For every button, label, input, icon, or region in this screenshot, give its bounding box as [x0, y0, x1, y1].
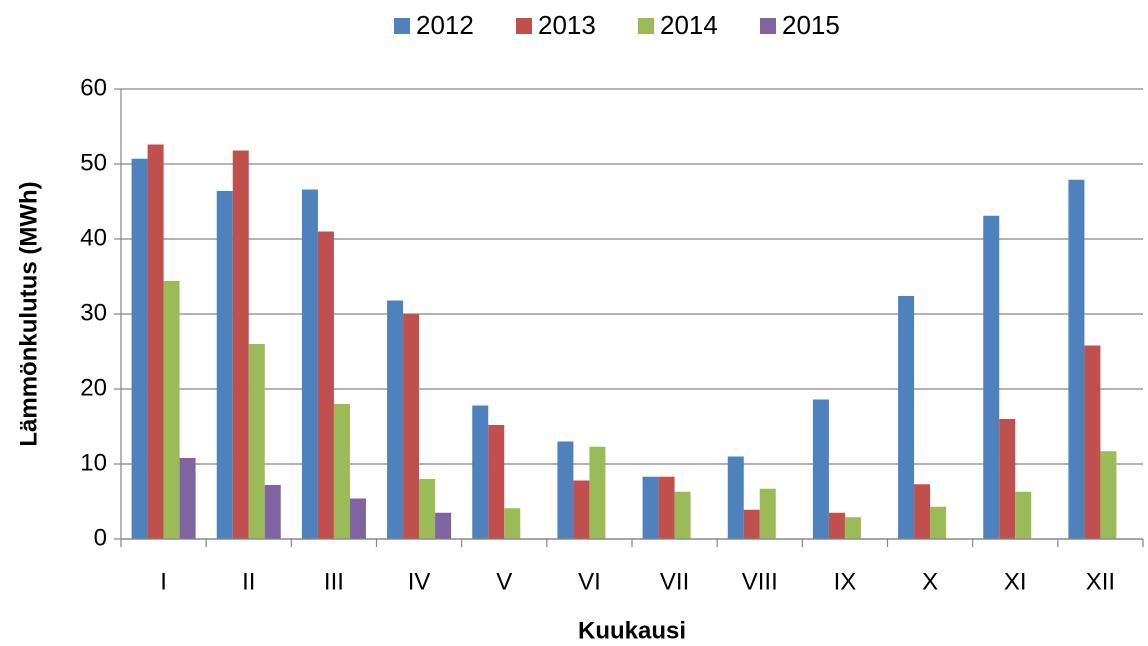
- bar: [333, 404, 350, 539]
- bar: [403, 314, 420, 539]
- bar: [658, 476, 675, 539]
- x-tick-label: I: [160, 568, 167, 595]
- bar: [248, 344, 265, 539]
- bar: [930, 506, 947, 539]
- legend-label: 2012: [416, 10, 474, 40]
- bar: [1084, 345, 1101, 539]
- legend-swatch: [516, 18, 532, 34]
- bar: [557, 441, 574, 539]
- x-tick-label: II: [242, 568, 255, 595]
- bar: [743, 509, 760, 539]
- y-tick-label: 0: [94, 524, 107, 551]
- bar: [387, 300, 404, 539]
- bar: [983, 215, 1000, 539]
- bar: [589, 446, 606, 539]
- legend-label: 2013: [538, 10, 596, 40]
- bar: [759, 488, 776, 539]
- bar: [179, 458, 196, 539]
- bar: [147, 144, 164, 539]
- bar: [131, 158, 148, 539]
- x-tick-label: VIII: [742, 568, 778, 595]
- x-tick-label: III: [324, 568, 344, 595]
- bar: [264, 485, 281, 539]
- y-tick-label: 60: [80, 74, 107, 101]
- x-tick-label: X: [922, 568, 938, 595]
- x-tick-label: IV: [408, 568, 431, 595]
- bar: [999, 419, 1016, 539]
- bar: [898, 296, 915, 539]
- bar: [1100, 451, 1117, 539]
- bar: [419, 479, 436, 539]
- bar: [349, 498, 366, 539]
- x-tick-label: XI: [1004, 568, 1027, 595]
- bar: [488, 425, 505, 539]
- bar: [216, 191, 233, 539]
- bar: [435, 512, 452, 539]
- bar: [812, 399, 829, 539]
- y-tick-label: 10: [80, 449, 107, 476]
- y-axis-title: Lämmönkulutus (MWh): [15, 181, 42, 446]
- bar: [642, 476, 659, 539]
- bar: [317, 231, 334, 539]
- bar: [674, 491, 691, 539]
- bar: [727, 456, 744, 539]
- y-tick-label: 30: [80, 299, 107, 326]
- bar: [573, 480, 590, 539]
- x-tick-label: VI: [578, 568, 601, 595]
- legend-swatch: [760, 18, 776, 34]
- bar: [1015, 491, 1032, 539]
- bar: [844, 517, 861, 539]
- bar: [472, 405, 489, 539]
- bar: [504, 508, 521, 539]
- bar: [163, 281, 180, 539]
- y-tick-label: 40: [80, 224, 107, 251]
- x-tick-label: IX: [834, 568, 857, 595]
- legend-swatch: [638, 18, 654, 34]
- bar: [301, 189, 318, 539]
- x-tick-label: V: [496, 568, 512, 595]
- y-tick-label: 50: [80, 149, 107, 176]
- legend-label: 2015: [782, 10, 840, 40]
- bar: [1068, 179, 1085, 539]
- legend-label: 2014: [660, 10, 718, 40]
- bar: [232, 150, 249, 539]
- x-tick-label: VII: [660, 568, 689, 595]
- x-tick-label: XII: [1086, 568, 1115, 595]
- bar: [828, 512, 845, 539]
- bar: [914, 484, 931, 539]
- legend-swatch: [394, 18, 410, 34]
- y-tick-label: 20: [80, 374, 107, 401]
- x-axis-title: Kuukausi: [578, 617, 686, 644]
